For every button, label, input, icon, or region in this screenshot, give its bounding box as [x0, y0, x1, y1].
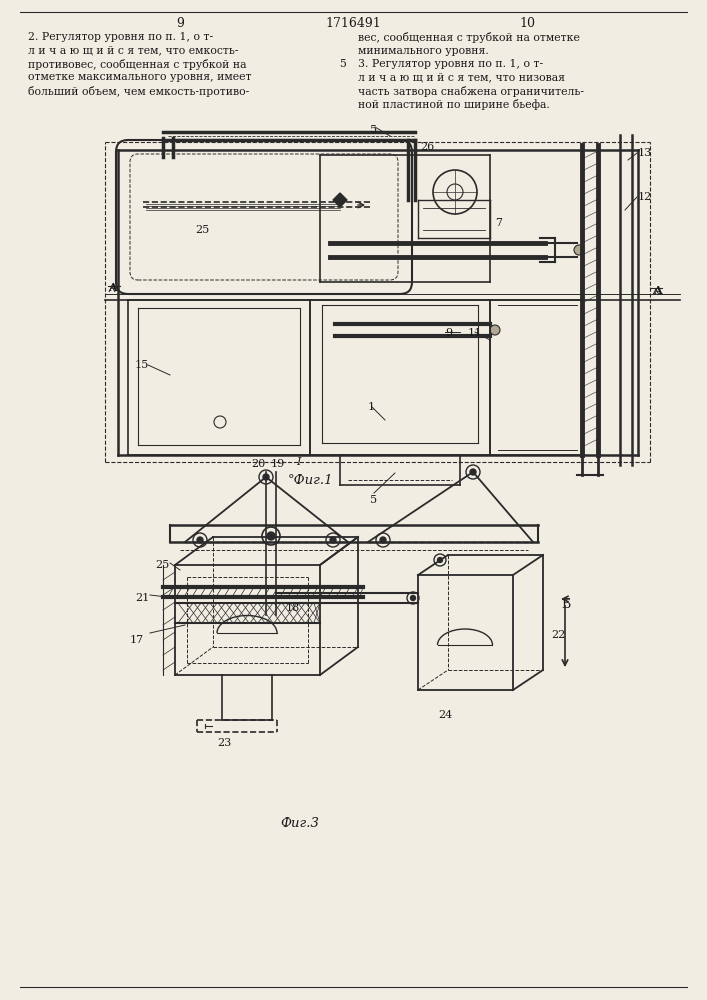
- Text: 12: 12: [638, 192, 653, 202]
- Polygon shape: [333, 193, 347, 207]
- Text: 22: 22: [551, 630, 566, 640]
- Text: противовес, сообщенная с трубкой на: противовес, сообщенная с трубкой на: [28, 59, 247, 70]
- Text: 20: 20: [251, 459, 265, 469]
- Text: 1716491: 1716491: [325, 17, 381, 30]
- Circle shape: [267, 532, 275, 540]
- Text: 7: 7: [495, 218, 502, 228]
- Text: часть затвора снабжена ограничитель-: часть затвора снабжена ограничитель-: [358, 86, 584, 97]
- Text: 19: 19: [271, 459, 285, 469]
- Text: A: A: [108, 282, 117, 293]
- Text: Б: Б: [561, 598, 571, 611]
- Text: л и ч а ю щ и й с я тем, что емкость-: л и ч а ю щ и й с я тем, что емкость-: [28, 45, 238, 55]
- Text: 17: 17: [130, 635, 144, 645]
- Text: больший объем, чем емкость-противо-: больший объем, чем емкость-противо-: [28, 86, 250, 97]
- Circle shape: [574, 245, 584, 255]
- Circle shape: [411, 595, 416, 600]
- Text: отметке максимального уровня, имеет: отметке максимального уровня, имеет: [28, 73, 252, 83]
- Circle shape: [490, 325, 500, 335]
- Circle shape: [470, 469, 476, 475]
- Text: 9: 9: [445, 328, 452, 338]
- Text: 5: 5: [370, 125, 377, 135]
- Text: 25: 25: [195, 225, 209, 235]
- Text: вес, сообщенная с трубкой на отметке: вес, сообщенная с трубкой на отметке: [358, 32, 580, 43]
- Text: 2. Регулятор уровня по п. 1, о т-: 2. Регулятор уровня по п. 1, о т-: [28, 32, 213, 42]
- Text: 1: 1: [368, 402, 375, 412]
- Text: A: A: [653, 285, 662, 296]
- Text: 18: 18: [286, 603, 300, 613]
- Text: 21: 21: [135, 593, 149, 603]
- Text: ной пластиной по ширине бьефа.: ной пластиной по ширине бьефа.: [358, 100, 550, 110]
- Circle shape: [330, 537, 336, 543]
- Circle shape: [197, 537, 203, 543]
- Text: 11: 11: [468, 328, 482, 338]
- Text: 9: 9: [176, 17, 184, 30]
- Text: 5: 5: [339, 59, 346, 69]
- Text: I: I: [296, 457, 300, 467]
- Text: 25: 25: [155, 560, 169, 570]
- Text: 13: 13: [638, 148, 653, 158]
- Circle shape: [263, 474, 269, 480]
- Text: 15: 15: [135, 360, 149, 370]
- Text: °Фиг.1: °Фиг.1: [287, 474, 333, 487]
- Text: 26: 26: [420, 142, 434, 152]
- Text: минимального уровня.: минимального уровня.: [358, 45, 489, 55]
- Text: 3. Регулятор уровня по п. 1, о т-: 3. Регулятор уровня по п. 1, о т-: [358, 59, 543, 69]
- Text: 5: 5: [370, 495, 377, 505]
- Text: л и ч а ю щ и й с я тем, что низовая: л и ч а ю щ и й с я тем, что низовая: [358, 73, 565, 83]
- Circle shape: [380, 537, 386, 543]
- Text: 23: 23: [217, 738, 231, 748]
- Circle shape: [438, 558, 443, 562]
- Text: 10: 10: [519, 17, 535, 30]
- Text: 24: 24: [438, 710, 452, 720]
- Text: Фиг.3: Фиг.3: [281, 817, 320, 830]
